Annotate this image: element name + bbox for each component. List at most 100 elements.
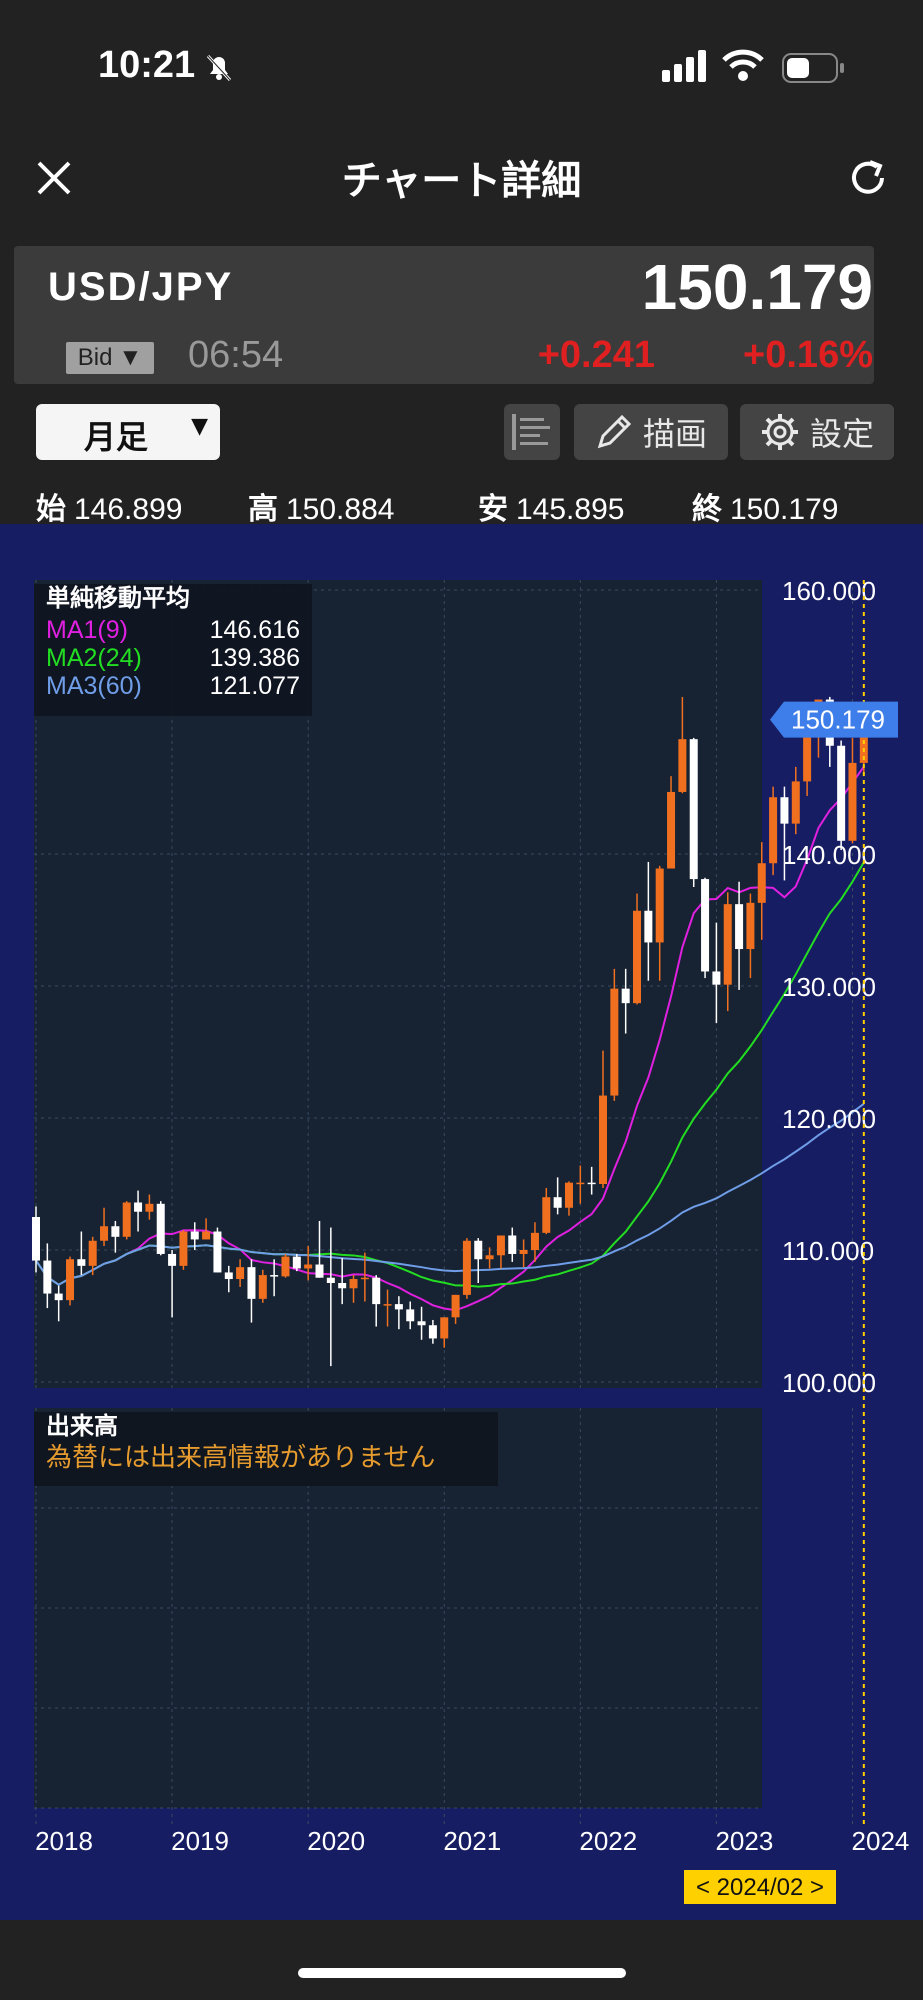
candle-body: [803, 729, 812, 782]
candle-body: [66, 1259, 75, 1301]
gear-icon: [761, 414, 798, 450]
candle-body: [576, 1182, 585, 1185]
pencil-icon: [597, 414, 632, 449]
y-tick-label: 130.000: [782, 972, 876, 1002]
candle-body: [179, 1231, 188, 1266]
candle-body: [372, 1277, 381, 1305]
price-change: +0.241: [537, 334, 655, 376]
candle-body: [791, 781, 800, 824]
refresh-icon[interactable]: [846, 156, 890, 204]
candle-body: [281, 1256, 290, 1277]
candle-body: [122, 1202, 131, 1237]
page-title: チャート詳細: [341, 158, 582, 204]
candle-body: [621, 988, 630, 1004]
candle-body: [633, 910, 642, 1004]
candle-body: [54, 1293, 63, 1301]
candle-body: [723, 904, 732, 985]
cursor-date-label[interactable]: < 2024/02 >: [696, 1874, 824, 1901]
price-tag-label: 150.179: [791, 705, 885, 735]
high-label: 高: [248, 492, 278, 527]
price-change-percent: +0.16%: [743, 334, 873, 376]
candle-body: [111, 1226, 120, 1237]
candle-body: [746, 902, 755, 950]
period-select[interactable]: 月足 ▼: [36, 404, 220, 460]
candle-body: [88, 1240, 97, 1266]
candle-body: [406, 1309, 415, 1322]
open-item: 始 146.899: [36, 484, 182, 528]
candle-body: [236, 1267, 245, 1280]
candle-body: [542, 1197, 551, 1233]
candle-body: [100, 1226, 109, 1241]
legend-item-name: MA1(9): [46, 616, 128, 644]
last-price-tag: 150.179: [770, 701, 898, 738]
candle-body: [270, 1275, 279, 1277]
candle-body: [304, 1264, 313, 1269]
candle-body: [474, 1240, 483, 1260]
candle-body: [610, 988, 619, 1096]
draw-label: 描画: [642, 415, 707, 453]
close-item: 終 150.179: [692, 484, 838, 528]
header-bar: [0, 140, 923, 230]
candle-body: [383, 1304, 392, 1306]
candle-body: [599, 1095, 607, 1184]
ma-line: [35, 766, 865, 1312]
candle-body: [247, 1267, 256, 1299]
status-bar: [0, 0, 923, 140]
low-value: 145.895: [516, 493, 625, 526]
candle-body: [712, 971, 721, 985]
draw-button[interactable]: 描画: [574, 404, 728, 460]
candle-body: [202, 1231, 211, 1240]
low-item: 安 145.895: [478, 484, 624, 528]
candle-body: [258, 1275, 267, 1299]
candle-body: [168, 1253, 177, 1266]
candle-body: [428, 1325, 437, 1339]
currency-pair: USD/JPY: [48, 265, 234, 309]
ma-legend-bg: [34, 584, 312, 716]
home-indicator: [298, 1968, 626, 1978]
volume-message: 為替には出来高情報がありません: [46, 1443, 435, 1473]
x-tick-label: 2024: [852, 1826, 910, 1856]
legend-item-name: MA3(60): [46, 672, 142, 700]
candle-body: [338, 1283, 347, 1289]
candle-body: [644, 910, 653, 943]
settings-label: 設定: [809, 415, 874, 453]
candle-body: [678, 739, 687, 792]
close-value: 150.179: [730, 493, 839, 526]
open-value: 146.899: [74, 493, 183, 526]
legend-title: 単純移動平均: [46, 584, 190, 612]
candle-body: [326, 1277, 335, 1283]
legend-item-name: MA2(24): [46, 644, 142, 672]
candle-body: [553, 1197, 562, 1208]
legend-item-value: 146.616: [210, 616, 300, 644]
cursor-date-bg: [684, 1870, 836, 1904]
candle-body: [417, 1321, 426, 1326]
candle-body: [780, 797, 789, 824]
bid-ask-selector[interactable]: Bid ▼: [66, 342, 154, 374]
chart-canvas[interactable]: 160.000 140.000 130.000 120.000 110.000 100.0…: [0, 524, 923, 1920]
settings-button[interactable]: 設定: [740, 404, 894, 460]
indicator-list-button[interactable]: [504, 404, 560, 460]
ohlc-row: 始 146.899 高 150.884 安 145.895 終 150.179: [0, 478, 923, 527]
candle-body: [145, 1203, 154, 1212]
candle-body: [190, 1231, 199, 1240]
candle-body: [440, 1317, 449, 1339]
candle-body: [77, 1259, 86, 1266]
bell-muted-icon: [202, 50, 236, 88]
y-tick-label: 120.000: [782, 1104, 876, 1134]
candle-body: [757, 863, 766, 903]
candle-body: [701, 879, 710, 972]
candle-body: [587, 1182, 596, 1185]
candle-body: [224, 1272, 233, 1280]
caret-down-icon: ▼: [118, 344, 143, 371]
y-tick-label: 160.000: [782, 576, 876, 606]
y-tick-label: 140.000: [782, 840, 876, 870]
candle-body: [530, 1232, 539, 1250]
candle-body: [837, 745, 846, 841]
candle-body: [496, 1235, 505, 1256]
candle-body: [349, 1279, 358, 1289]
candle-body: [462, 1240, 471, 1295]
close-icon[interactable]: [34, 158, 74, 202]
x-tick-label: 2023: [715, 1826, 773, 1856]
bid-label: Bid: [77, 344, 113, 371]
quote-panel: [14, 246, 874, 384]
